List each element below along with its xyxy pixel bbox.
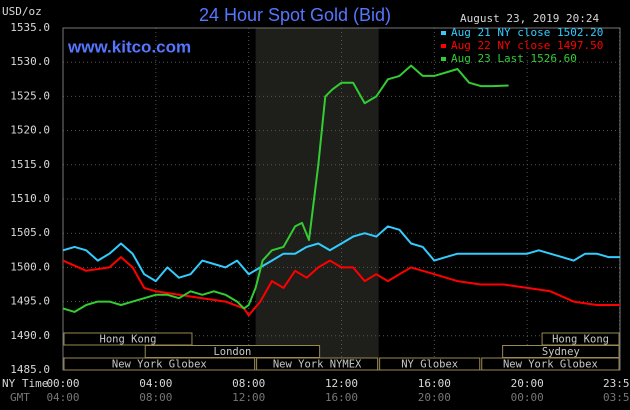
session-box (256, 357, 379, 371)
highlight-band (255, 28, 379, 370)
price-line (62, 256, 620, 317)
y-tick-label: 1510.0 (10, 192, 50, 205)
y-tick-label: 1525.0 (10, 89, 50, 102)
y-axis-label: USD/oz (2, 5, 42, 18)
y-tick-label: 1490.0 (10, 329, 50, 342)
legend-label: Aug 23 Last 1526.60 (451, 52, 577, 65)
session-box (379, 357, 481, 371)
y-tick-label: 1535.0 (10, 21, 50, 34)
session-label: Hong Kong (100, 334, 157, 346)
chart-title: 24 Hour Spot Gold (Bid) (199, 5, 391, 25)
x-tick-label: 04:00 (139, 377, 172, 390)
price-line (62, 64, 509, 313)
watermark: www.kitco.com (67, 37, 191, 56)
legend-marker (441, 57, 446, 61)
x2-tick-label: 12:00 (232, 391, 265, 404)
price-line (62, 225, 620, 283)
x-tick-label: 23:59 (603, 377, 630, 390)
x2-tick-label: 08:00 (139, 391, 172, 404)
x2-tick-label: 04:00 (46, 391, 79, 404)
x2-tick-label: 20:00 (418, 391, 451, 404)
session-label: Sydney (542, 346, 580, 358)
date: August 23, 2019 20:24 (460, 12, 599, 25)
x-tick-label: 20:00 (511, 377, 544, 390)
y-tick-label: 1495.0 (10, 295, 50, 308)
x2-tick-label: 16:00 (325, 391, 358, 404)
session-label: New York Globex (112, 359, 207, 371)
y-tick-label: 1485.0 (10, 363, 50, 376)
session-box (63, 332, 193, 346)
y-tick-label: 1520.0 (10, 124, 50, 137)
session-label: Hong Kong (552, 334, 609, 346)
session-label: London (213, 346, 251, 358)
legend-label: Aug 22 NY close 1497.50 (451, 39, 603, 52)
x-tick-label: 00:00 (46, 377, 79, 390)
legend-marker (441, 44, 446, 48)
session-label: NY Globex (401, 359, 458, 371)
y-tick-label: 1500.0 (10, 260, 50, 273)
x-tick-label: 16:00 (418, 377, 451, 390)
legend-label: Aug 21 NY close 1502.20 (451, 26, 603, 39)
x-tick-label: 12:00 (325, 377, 358, 390)
x2-axis-label: GMT (10, 391, 30, 404)
y-tick-label: 1505.0 (10, 226, 50, 239)
x-axis-label: NY Time (2, 377, 48, 390)
x-tick-label: 08:00 (232, 377, 265, 390)
session-box (63, 357, 256, 371)
y-tick-label: 1530.0 (10, 55, 50, 68)
session-box (481, 357, 620, 371)
x2-tick-label: 03:59 (603, 391, 630, 404)
session-label: New York NYMEX (273, 359, 362, 371)
legend-marker (441, 31, 446, 35)
x2-tick-label: 00:00 (511, 391, 544, 404)
session-label: New York Globex (503, 359, 598, 371)
y-tick-label: 1515.0 (10, 158, 50, 171)
